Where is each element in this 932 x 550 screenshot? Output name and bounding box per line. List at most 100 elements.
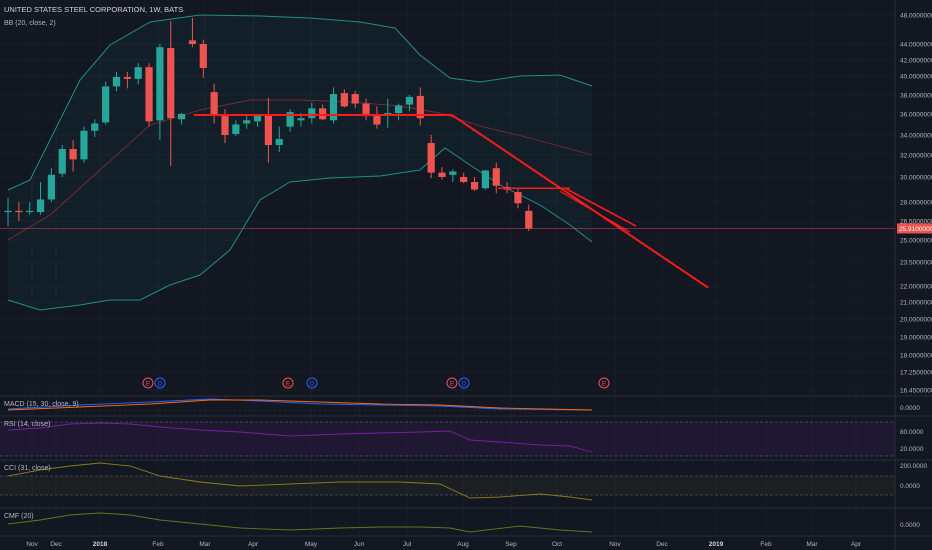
time-tick-label: Jun <box>354 541 365 548</box>
candle <box>373 106 381 129</box>
rsi-80-tick: 80.0000 <box>900 429 924 436</box>
event-marker[interactable]: E <box>282 377 294 389</box>
rsi-20-tick: 20.0000 <box>900 446 924 453</box>
candle <box>264 97 272 163</box>
price-axis[interactable]: 48.0000000 44.0000000 42.0000000 40.0000000… <box>897 13 932 395</box>
time-tick-label: Apr <box>248 541 259 548</box>
macd-title[interactable]: MACD (15, 30, close, 9) <box>4 401 79 408</box>
price-tick-label: 18.0000000 <box>900 353 932 360</box>
event-marker[interactable]: D <box>458 377 470 389</box>
cci-title[interactable]: CCI (31, close) <box>4 465 51 472</box>
candle <box>15 202 23 221</box>
candle <box>26 202 34 215</box>
time-tick-label: Dec <box>50 541 62 548</box>
candle <box>427 135 435 179</box>
candle <box>243 114 251 129</box>
cmf-title[interactable]: CMF (20) <box>4 513 34 520</box>
event-label: D <box>310 381 315 388</box>
bb-indicator-label[interactable]: BB (20, close, 2) <box>4 20 56 27</box>
price-tick-label: 32.0000000 <box>900 153 932 160</box>
price-tick-label: 23.5000000 <box>900 260 932 267</box>
price-tick-label: 28.0000000 <box>900 200 932 207</box>
price-tick-label: 17.2500000 <box>900 370 932 377</box>
candle <box>80 126 88 163</box>
rsi-title[interactable]: RSI (14, close) <box>4 421 50 428</box>
candle <box>210 83 218 124</box>
price-tick-label: 40.0000000 <box>900 74 932 81</box>
candle <box>112 72 121 92</box>
event-label: E <box>286 381 291 388</box>
price-tick-label: 38.0000000 <box>900 93 932 100</box>
time-tick-label: 2018 <box>93 541 108 548</box>
event-marker[interactable]: E <box>598 377 610 389</box>
symbol-title: UNITED STATES STEEL CORPORATION, 1W, BAT… <box>4 5 183 14</box>
price-tick-label: 34.0000000 <box>900 133 932 140</box>
bollinger-bands <box>7 14 593 311</box>
candle <box>340 89 348 108</box>
candles <box>4 17 533 232</box>
indicator-panes <box>0 398 895 533</box>
channel-upper-line[interactable] <box>564 187 637 227</box>
macd-zero-tick: 0.0000 <box>900 405 920 412</box>
candle <box>514 188 522 209</box>
time-tick-label: May <box>305 541 318 548</box>
time-tick-label: Nov <box>609 541 621 548</box>
event-marker[interactable]: D <box>306 377 318 389</box>
time-tick-label: Aug <box>457 541 469 548</box>
event-marker[interactable]: E <box>446 377 458 389</box>
time-axis[interactable]: Nov Dec 2018 Feb Mar Apr May Jun Jul Aug Sep Oct Nov… <box>26 541 862 548</box>
candle <box>47 168 55 202</box>
candle <box>395 103 403 121</box>
candle <box>232 120 240 136</box>
price-tick-label: 20.0000000 <box>900 317 932 324</box>
event-label: E <box>602 381 607 388</box>
time-tick-label: Nov <box>26 541 38 548</box>
time-tick-label: Mar <box>199 541 211 548</box>
candle <box>58 145 66 177</box>
candle <box>362 98 370 121</box>
price-tick-label: 16.4500000 <box>900 388 932 395</box>
candle <box>319 104 327 121</box>
event-label: D <box>158 381 163 388</box>
event-label: E <box>450 381 455 388</box>
trend-drawings[interactable] <box>0 114 895 289</box>
event-marker[interactable]: D <box>154 377 166 389</box>
price-tick-label: 22.0000000 <box>900 284 932 291</box>
cci-zero-tick: 0.0000 <box>900 483 920 490</box>
candle <box>449 169 457 182</box>
candle <box>329 87 338 124</box>
event-marker[interactable]: E <box>142 377 154 389</box>
candle <box>492 162 500 194</box>
price-tick-label: 25.0000000 <box>900 238 932 245</box>
channel-lower-line[interactable] <box>559 190 631 233</box>
candle <box>253 114 262 127</box>
candle <box>525 204 533 232</box>
price-tick-label: 48.0000000 <box>900 13 932 20</box>
time-tick-label: Oct <box>552 541 562 548</box>
trend-line[interactable] <box>451 114 709 289</box>
candle <box>308 102 316 124</box>
candle <box>351 91 359 109</box>
time-tick-label: Apr <box>851 541 862 548</box>
event-label: D <box>462 381 467 388</box>
event-label: E <box>146 381 151 388</box>
candle <box>91 119 99 137</box>
candle <box>286 109 294 132</box>
candle <box>470 177 479 191</box>
candle <box>134 63 142 85</box>
price-tick-label: 21.0000000 <box>900 300 932 307</box>
cci-200-tick: 200.0000 <box>900 463 927 470</box>
price-tick-label: 36.0000000 <box>900 112 932 119</box>
cmf-zero-tick: 0.0000 <box>900 522 920 529</box>
candle <box>4 198 12 227</box>
candle <box>481 170 489 190</box>
time-tick-label: Jul <box>403 541 412 548</box>
candle <box>438 167 446 180</box>
time-tick-label: Feb <box>760 541 772 548</box>
candle <box>405 95 414 112</box>
price-tick-label: 44.0000000 <box>900 42 932 49</box>
time-tick-label: Feb <box>152 541 164 548</box>
candle <box>102 81 110 125</box>
